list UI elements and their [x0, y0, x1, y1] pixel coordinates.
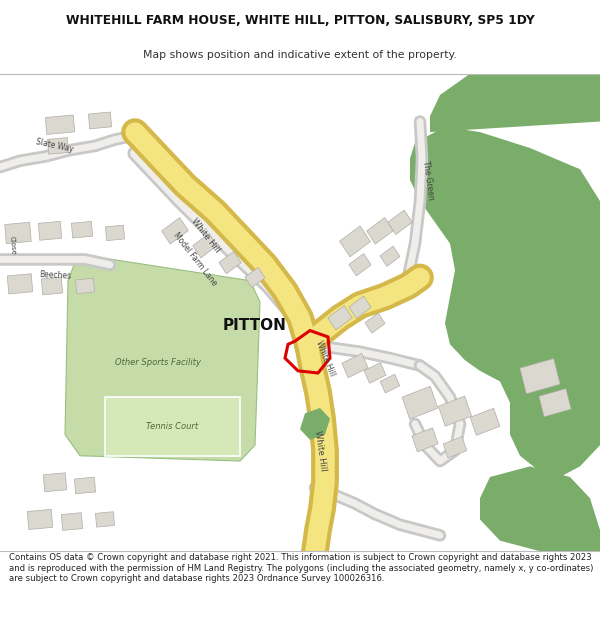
Bar: [443, 437, 467, 458]
Text: Tennis Court: Tennis Court: [146, 421, 198, 431]
Bar: [74, 477, 95, 494]
Text: Other Sports Facility: Other Sports Facility: [115, 358, 201, 367]
Bar: [439, 396, 472, 426]
Text: Contains OS data © Crown copyright and database right 2021. This information is : Contains OS data © Crown copyright and d…: [9, 554, 593, 583]
Text: Map shows position and indicative extent of the property.: Map shows position and indicative extent…: [143, 50, 457, 60]
Text: The Green: The Green: [421, 159, 435, 200]
Polygon shape: [430, 74, 600, 132]
Bar: [470, 408, 500, 435]
Bar: [219, 251, 241, 274]
Text: White Hill: White Hill: [313, 430, 327, 471]
Bar: [364, 362, 386, 383]
Bar: [349, 296, 371, 318]
Bar: [161, 217, 188, 244]
Text: WHITEHILL FARM HOUSE, WHITE HILL, PITTON, SALISBURY, SP5 1DY: WHITEHILL FARM HOUSE, WHITE HILL, PITTON…: [65, 14, 535, 27]
Bar: [46, 115, 74, 134]
Bar: [367, 217, 394, 244]
Bar: [539, 389, 571, 417]
Bar: [342, 353, 368, 377]
Text: Model Farm Lane: Model Farm Lane: [172, 231, 218, 288]
Text: PITTON: PITTON: [223, 318, 287, 332]
Bar: [7, 274, 32, 294]
Bar: [349, 254, 371, 276]
Bar: [28, 509, 53, 529]
Polygon shape: [105, 398, 240, 456]
Bar: [245, 268, 265, 288]
Bar: [5, 222, 31, 244]
Bar: [41, 277, 62, 295]
Bar: [380, 374, 400, 393]
Bar: [106, 225, 125, 241]
Bar: [71, 221, 92, 238]
Bar: [328, 306, 352, 330]
Text: White Hill: White Hill: [314, 339, 336, 377]
Bar: [380, 246, 400, 266]
Bar: [88, 112, 112, 129]
Polygon shape: [410, 127, 600, 477]
Text: Close: Close: [8, 236, 16, 256]
Bar: [412, 428, 438, 452]
Polygon shape: [65, 254, 260, 461]
Bar: [365, 313, 385, 333]
Bar: [38, 221, 62, 240]
Text: White Hill: White Hill: [189, 216, 221, 254]
Bar: [520, 359, 560, 394]
Bar: [95, 512, 115, 527]
Bar: [43, 472, 67, 492]
Text: Beeches: Beeches: [39, 270, 71, 281]
Bar: [76, 278, 95, 294]
Bar: [402, 386, 438, 419]
Polygon shape: [300, 408, 330, 440]
Bar: [193, 234, 217, 258]
Bar: [47, 138, 68, 154]
Text: Slate Way: Slate Way: [35, 138, 74, 154]
Bar: [340, 226, 370, 257]
Polygon shape: [480, 466, 600, 551]
Bar: [388, 210, 412, 234]
Bar: [61, 512, 83, 531]
